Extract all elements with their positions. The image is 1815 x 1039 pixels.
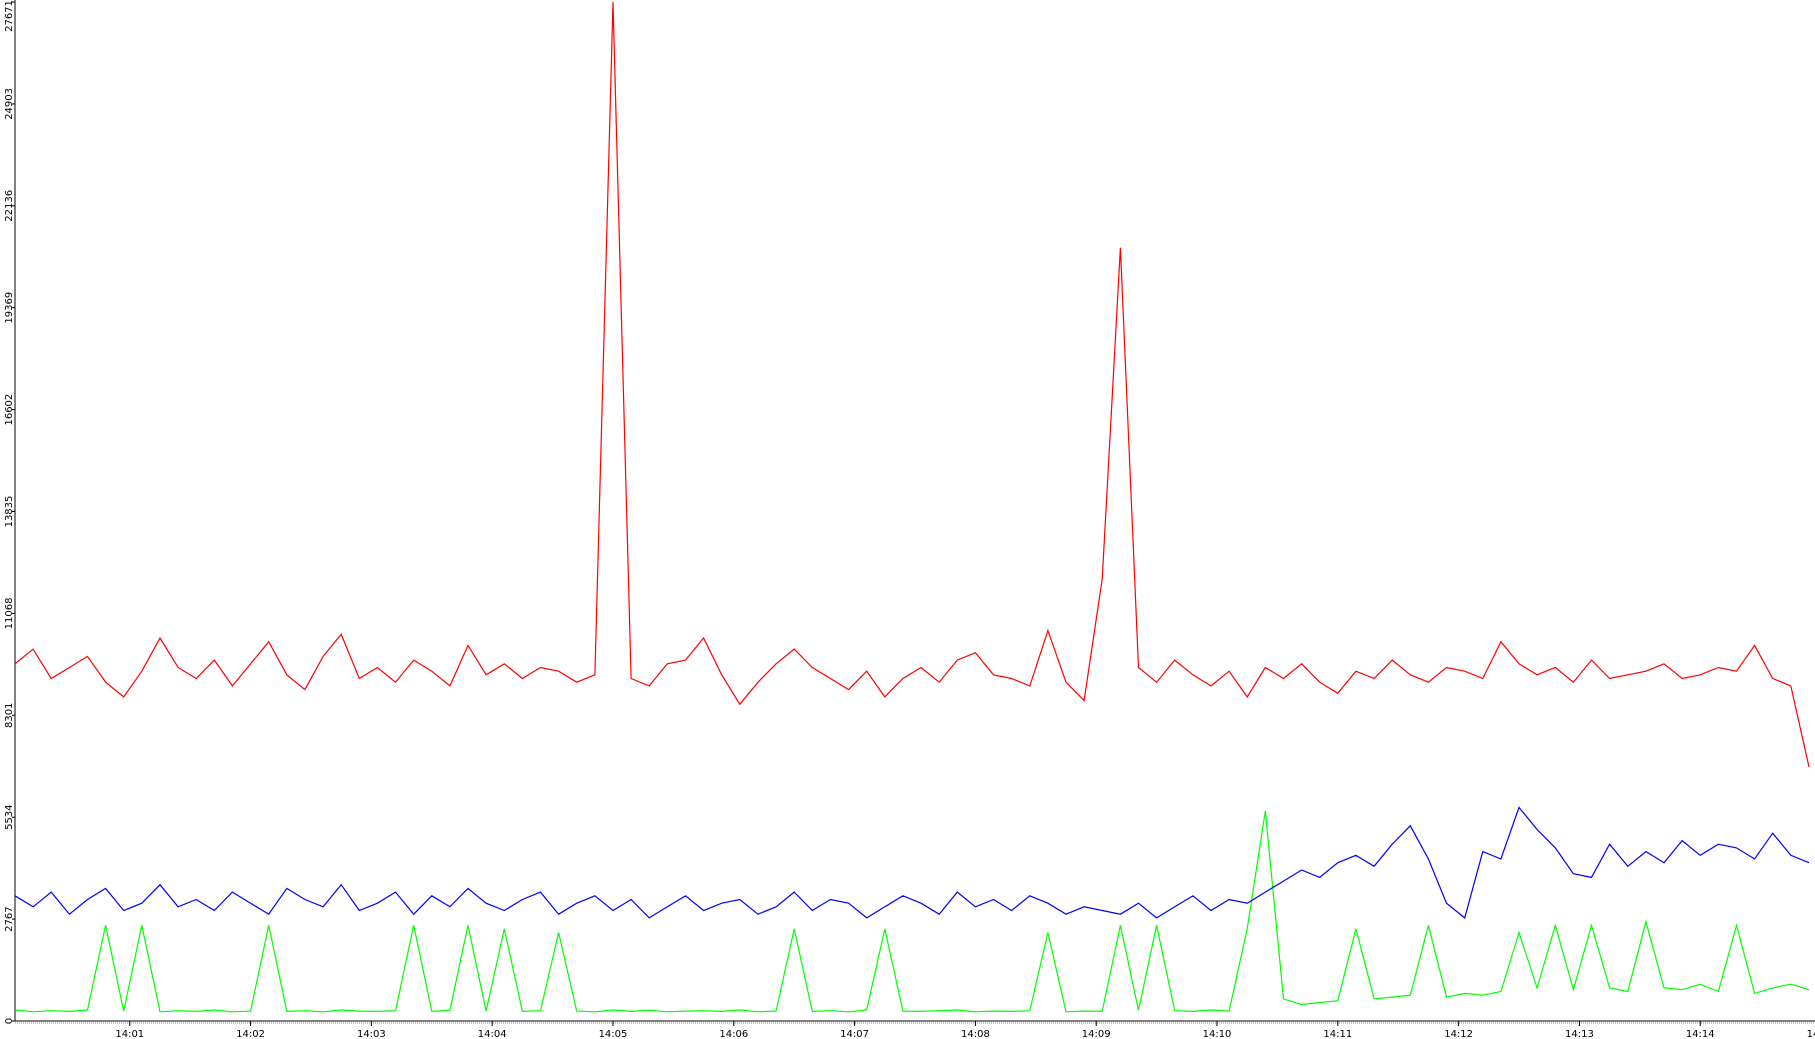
y-tick-label: 19369	[4, 292, 15, 324]
y-tick-label: 24903	[4, 88, 15, 120]
y-tick-label: 27671	[4, 0, 15, 32]
x-tick-label: 14:09	[1082, 1029, 1111, 1039]
y-tick-label: 13835	[4, 496, 15, 528]
x-tick-label: 14:10	[1203, 1029, 1232, 1039]
x-tick-label: 14:04	[478, 1029, 507, 1039]
x-tick-label: 14:11	[1323, 1029, 1352, 1039]
series-line	[14, 806, 1810, 919]
y-tick-label: 8301	[4, 703, 15, 728]
y-tick-label: 2767	[4, 906, 15, 931]
x-tick-label: 14:02	[236, 1029, 265, 1039]
x-tick-label: 14:03	[357, 1029, 386, 1039]
y-tick-label: 5534	[4, 804, 15, 829]
x-tick-label: 14:13	[1565, 1029, 1594, 1039]
x-tick-label: 14:08	[961, 1029, 990, 1039]
x-tick-label: 14:05	[599, 1029, 628, 1039]
y-tick-label: 11068	[4, 598, 15, 630]
series-line	[14, 1, 1810, 768]
y-tick-label: 0	[4, 1018, 15, 1024]
x-tick-label: 14:01	[115, 1029, 144, 1039]
x-tick-label: 14:07	[840, 1029, 869, 1039]
series-line	[14, 811, 1810, 1013]
y-tick-label: 22136	[4, 190, 15, 222]
x-tick-label: 14:15	[1807, 1029, 1815, 1039]
x-tick-label: 14:12	[1444, 1029, 1473, 1039]
x-tick-label: 14:14	[1686, 1029, 1715, 1039]
x-tick-label: 14:06	[719, 1029, 748, 1039]
y-tick-label: 16602	[4, 394, 15, 426]
